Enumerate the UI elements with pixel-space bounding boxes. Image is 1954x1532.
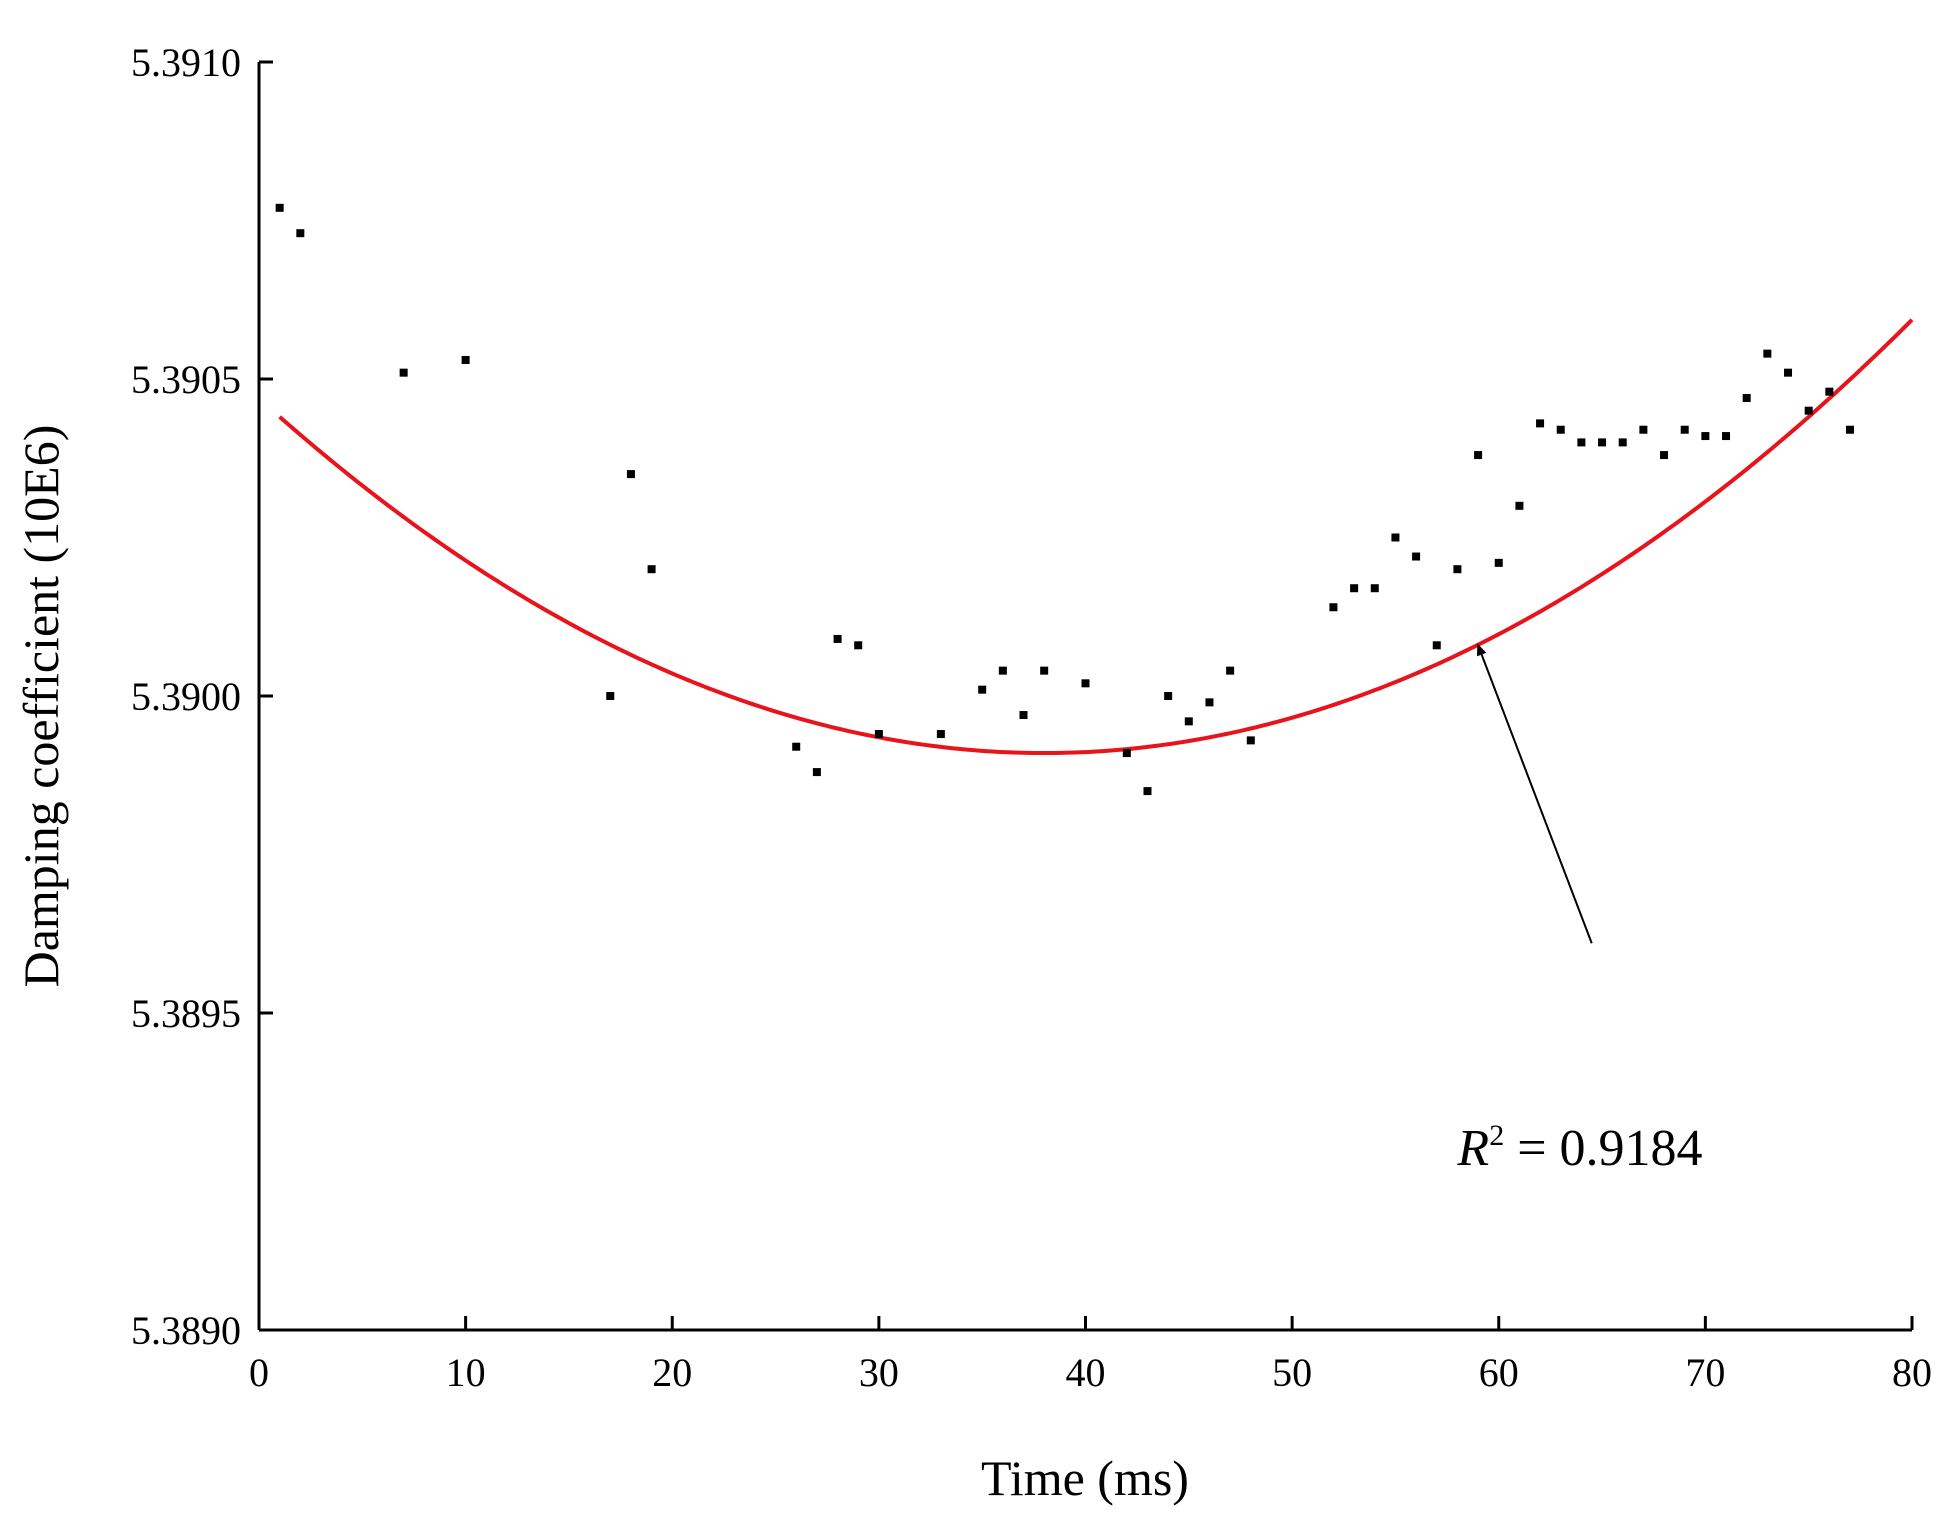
x-tick-label: 0 [249, 1350, 269, 1395]
data-point [1680, 425, 1689, 434]
data-point [626, 470, 635, 479]
x-ticks: 0 10 20 30 40 50 60 70 80 [249, 1316, 1932, 1395]
data-point [1515, 501, 1524, 510]
data-point [1556, 425, 1565, 434]
data-point [1081, 679, 1090, 688]
data-point [998, 666, 1007, 675]
x-tick-label: 70 [1685, 1350, 1725, 1395]
y-axis-title: Damping coefficient (10E6) [13, 425, 69, 988]
r2-superscript: 2 [1489, 1119, 1504, 1152]
data-point [874, 730, 883, 739]
data-point [1184, 717, 1193, 726]
x-tick-label: 30 [859, 1350, 899, 1395]
data-point [647, 565, 656, 574]
data-point [1701, 432, 1710, 441]
data-point [1784, 368, 1793, 377]
x-tick-label: 40 [1066, 1350, 1106, 1395]
data-point [606, 692, 615, 700]
data-point [1019, 711, 1028, 720]
r2-value: = 0.9184 [1504, 1120, 1702, 1177]
y-tick-label: 5.3890 [131, 1308, 241, 1353]
fit-curve-line [278, 318, 1914, 756]
data-point [1432, 641, 1441, 650]
data-point [1164, 692, 1173, 700]
data-point [1639, 425, 1648, 434]
data-point [1226, 666, 1235, 675]
y-ticks: 5.3890 5.3895 5.3900 5.3905 5.3910 [131, 40, 273, 1353]
data-point [296, 229, 305, 238]
data-point [1474, 451, 1483, 460]
data-point [1350, 584, 1359, 593]
data-point [1598, 438, 1607, 447]
x-tick-label: 10 [446, 1350, 486, 1395]
data-point [1618, 438, 1627, 447]
data-point [1846, 425, 1855, 434]
data-point [1412, 552, 1421, 561]
data-point [275, 203, 284, 212]
data-point [1577, 438, 1586, 447]
data-point [1722, 432, 1731, 441]
data-point [1660, 451, 1669, 460]
x-axis-title: Time (ms) [981, 1450, 1189, 1506]
data-point [792, 742, 801, 751]
data-point [978, 685, 987, 694]
data-point [1040, 666, 1049, 675]
data-points [275, 203, 1855, 796]
y-tick-label: 5.3900 [131, 674, 241, 719]
data-point [812, 768, 821, 777]
r2-symbol: R [1456, 1120, 1489, 1177]
r-squared-label: R2 = 0.9184 [1456, 1119, 1702, 1177]
data-point [1205, 698, 1214, 707]
data-point [399, 368, 408, 377]
y-tick-label: 5.3910 [131, 40, 241, 85]
data-point [1453, 565, 1462, 574]
annotation-arrow [1476, 643, 1593, 944]
data-point [1370, 584, 1379, 593]
x-tick-label: 50 [1272, 1350, 1312, 1395]
data-point [936, 730, 945, 739]
data-point [1825, 387, 1834, 396]
x-tick-label: 20 [652, 1350, 692, 1395]
data-point [461, 355, 470, 364]
x-tick-label: 60 [1479, 1350, 1519, 1395]
y-tick-label: 5.3895 [131, 991, 241, 1036]
data-point [1122, 749, 1131, 758]
data-point [1763, 349, 1772, 358]
data-point [833, 634, 842, 643]
data-point [854, 641, 863, 650]
data-point [1143, 787, 1152, 796]
data-point [1804, 406, 1813, 415]
data-point [1391, 533, 1400, 542]
y-tick-label: 5.3905 [131, 357, 241, 402]
data-point [1246, 736, 1255, 745]
data-point [1742, 394, 1751, 403]
data-point [1494, 558, 1503, 567]
data-point [1329, 603, 1338, 612]
data-point [1536, 419, 1545, 428]
x-tick-label: 80 [1892, 1350, 1932, 1395]
